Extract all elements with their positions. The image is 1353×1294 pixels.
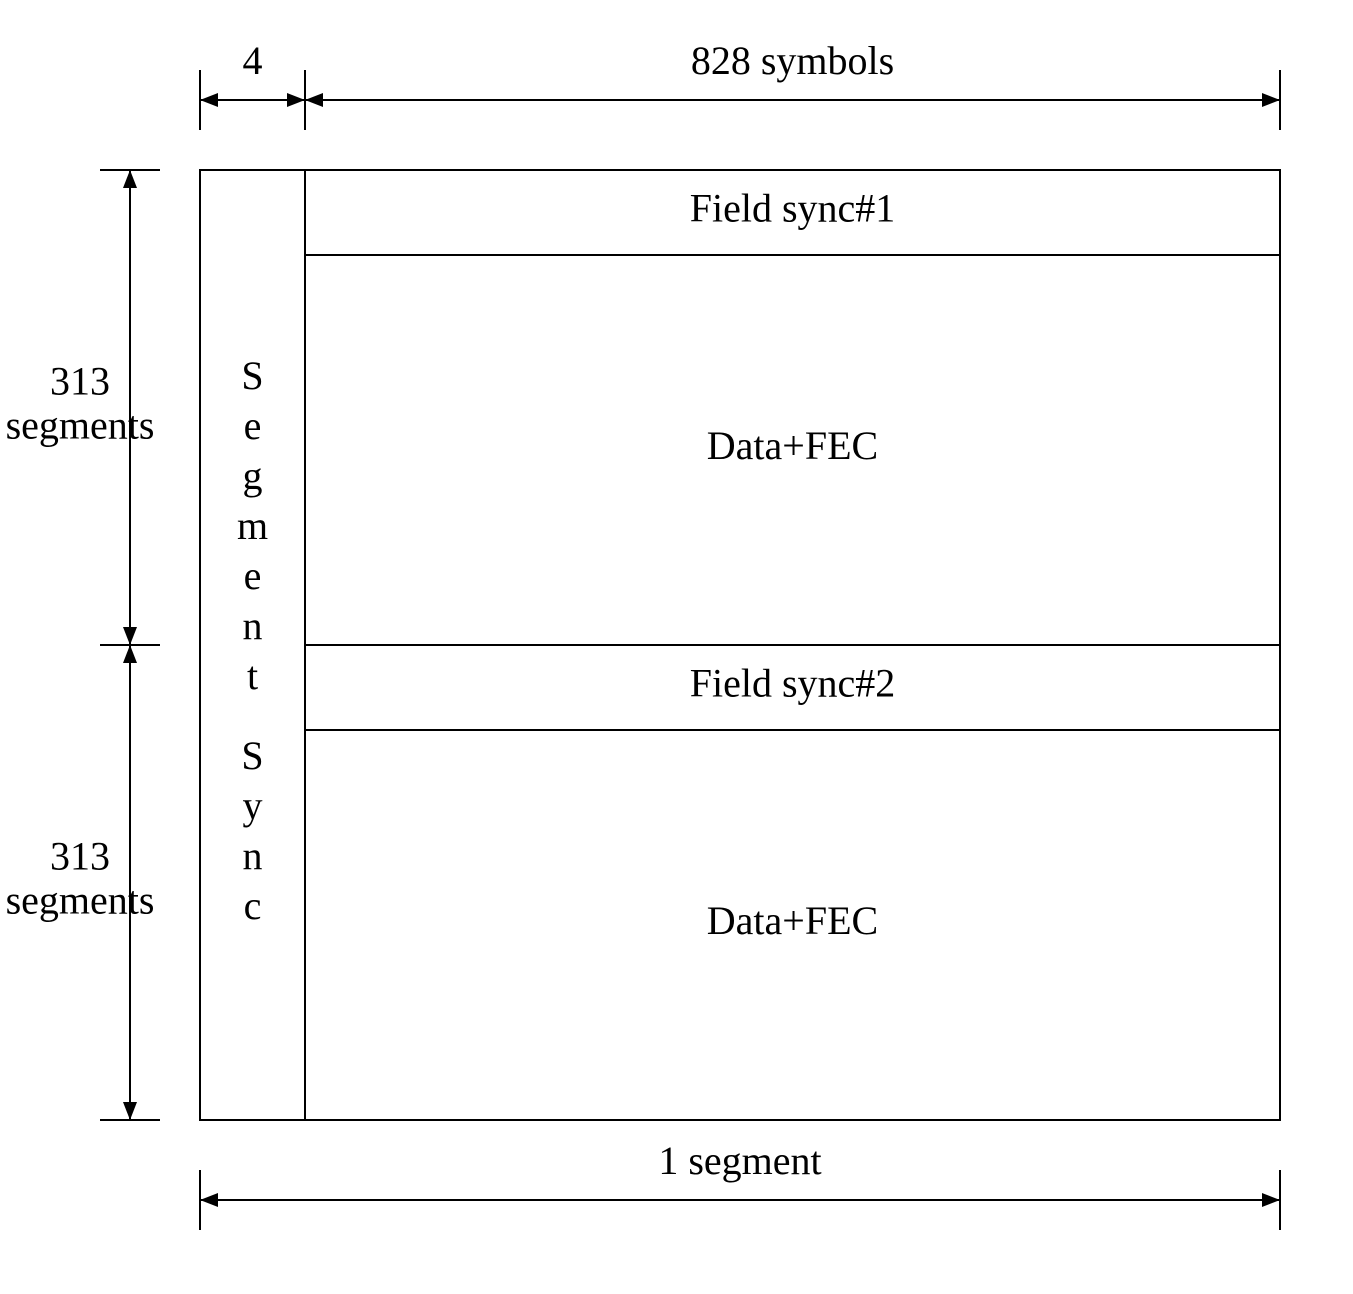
row-label-1: Data+FEC (707, 423, 878, 468)
dim-left-upper-2: segments (6, 403, 155, 448)
sync-col-char: e (244, 553, 262, 598)
sync-col-char: S (241, 733, 263, 778)
sync-col-char: t (247, 653, 258, 698)
row-label-2: Field sync#2 (690, 661, 896, 706)
dim-left-lower-1: 313 (50, 834, 110, 879)
sync-col-char: n (243, 603, 263, 648)
sync-col-char: n (243, 833, 263, 878)
dim-top-main: 828 symbols (691, 38, 894, 83)
row-label-3: Data+FEC (707, 898, 878, 943)
sync-col-char: c (244, 883, 262, 928)
sync-col-char: S (241, 353, 263, 398)
dim-bottom: 1 segment (658, 1138, 821, 1183)
row-label-0: Field sync#1 (690, 186, 896, 231)
sync-col-char: y (243, 783, 263, 828)
dim-left-lower-2: segments (6, 878, 155, 923)
sync-col-char: g (243, 453, 263, 498)
sync-col-char: e (244, 403, 262, 448)
dim-top-small: 4 (243, 38, 263, 83)
dim-left-upper-1: 313 (50, 359, 110, 404)
sync-col-char: m (237, 503, 268, 548)
